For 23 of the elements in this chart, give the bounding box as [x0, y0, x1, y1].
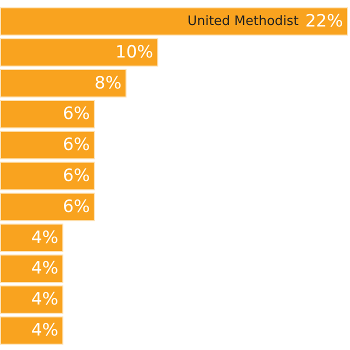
bar [0, 130, 95, 160]
data-label: 6% [62, 104, 90, 124]
data-label: 4% [31, 290, 58, 310]
data-label: 8% [94, 73, 122, 94]
data-label: 4% [31, 258, 58, 279]
data-label: 4% [31, 320, 58, 341]
bar [0, 254, 64, 283]
bar [0, 192, 95, 222]
y-tick-label: United Methodist [187, 14, 299, 29]
bar [0, 224, 64, 252]
bar [0, 38, 158, 67]
bar [0, 7, 348, 36]
bar [0, 162, 95, 190]
bar [0, 69, 127, 98]
bar [0, 285, 64, 314]
data-label: 6% [62, 166, 90, 186]
data-label: 6% [62, 196, 90, 217]
data-label: 4% [31, 228, 58, 248]
data-label: 6% [62, 135, 90, 156]
bar [0, 316, 64, 345]
data-label: 10% [115, 42, 154, 62]
bar [0, 100, 95, 128]
data-label: 22% [305, 11, 343, 32]
